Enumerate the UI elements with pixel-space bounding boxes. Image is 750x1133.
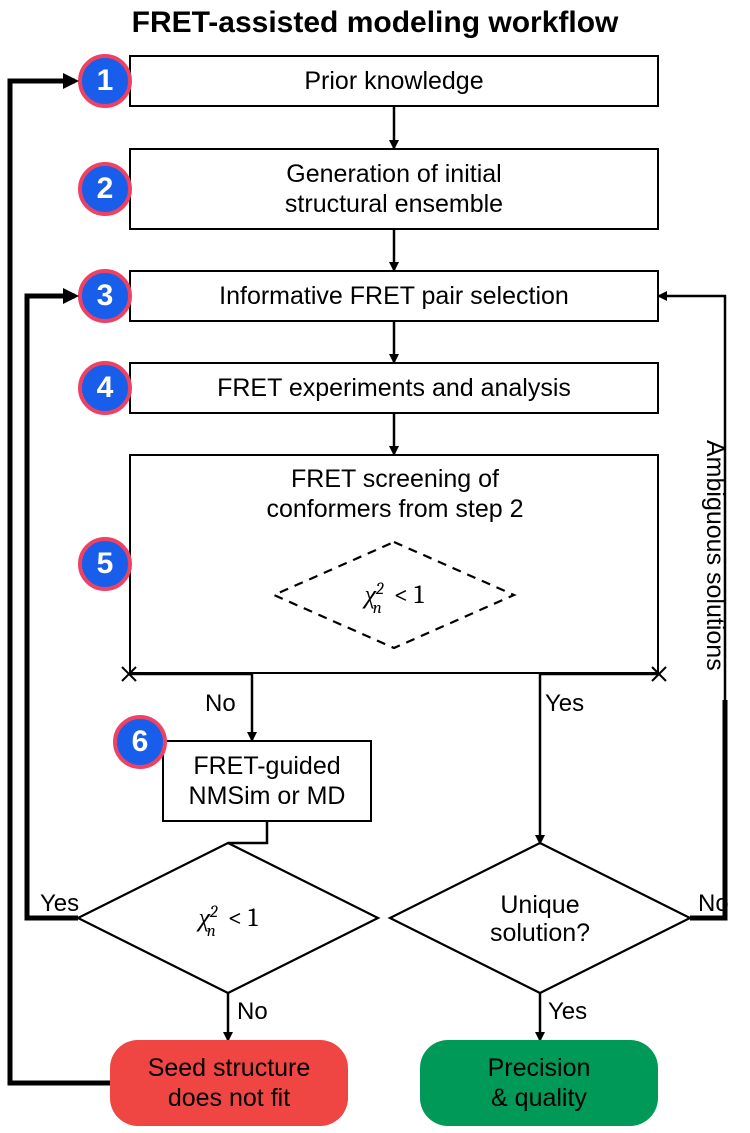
flow-box-label: Informative FRET pair selection bbox=[219, 281, 569, 311]
diagram-title: FRET-assisted modeling workflow bbox=[95, 6, 655, 40]
step-badge-label: 4 bbox=[97, 371, 114, 405]
edge-label-l_no_d7: No bbox=[698, 890, 729, 918]
step-badge-5: 5 bbox=[78, 537, 132, 591]
edge-label-l_yes_right: Yes bbox=[545, 690, 584, 718]
edge-label-l_no_left: No bbox=[205, 690, 236, 718]
flow-box-b2: Generation of initialstructural ensemble bbox=[129, 148, 659, 230]
decision-label: Unique bbox=[500, 891, 579, 919]
edge-label-l_ambig: Ambiguous solutions bbox=[700, 440, 729, 671]
flow-box-b5-label: FRET screening ofconformers from step 2 bbox=[170, 464, 620, 524]
step-badge-4: 4 bbox=[78, 361, 132, 415]
step-badge-label: 3 bbox=[97, 279, 114, 313]
decision-d7 bbox=[390, 843, 690, 993]
terminal-t_red: Seed structuredoes not fit bbox=[110, 1040, 348, 1126]
terminal-label: Precision& quality bbox=[488, 1053, 591, 1113]
terminal-t_green: Precision& quality bbox=[420, 1040, 658, 1126]
step-badge-3: 3 bbox=[78, 269, 132, 323]
arrow-d6_yes_to_3_thick bbox=[27, 296, 78, 918]
flow-box-label: Prior knowledge bbox=[304, 66, 483, 96]
step-badge-2: 2 bbox=[78, 162, 132, 216]
flow-box-label: Generation of initialstructural ensemble bbox=[285, 159, 503, 219]
flow-box-b4: FRET experiments and analysis bbox=[129, 362, 659, 414]
arrow-d7_no_to_3_thick bbox=[690, 700, 725, 918]
flow-box-label: FRET experiments and analysis bbox=[217, 373, 571, 403]
flow-box-b3: Informative FRET pair selection bbox=[129, 270, 659, 322]
step-badge-label: 1 bbox=[97, 64, 114, 98]
decision-d6 bbox=[78, 843, 378, 993]
flow-box-b6: FRET-guidedNMSim or MD bbox=[162, 740, 372, 822]
edge-label-l_yes_d6: Yes bbox=[40, 890, 79, 918]
step-badge-label: 5 bbox=[97, 547, 114, 581]
step-badge-1: 1 bbox=[78, 54, 132, 108]
flow-box-label: FRET-guidedNMSim or MD bbox=[189, 751, 346, 811]
svg-text:χ2n < 1: χ2n < 1 bbox=[195, 902, 258, 940]
decision-label: solution? bbox=[490, 919, 590, 947]
terminal-label: Seed structuredoes not fit bbox=[148, 1053, 311, 1113]
step-badge-6: 6 bbox=[113, 715, 167, 769]
flow-box-b1: Prior knowledge bbox=[129, 55, 659, 107]
arrow-a6_to_d6 bbox=[228, 822, 267, 843]
step-badge-label: 6 bbox=[132, 725, 149, 759]
step-badge-label: 2 bbox=[97, 172, 114, 206]
edge-label-l_yes_d7: Yes bbox=[548, 998, 587, 1026]
diagram-canvas: FRET-assisted modeling workflow Prior kno… bbox=[0, 0, 750, 1133]
edge-label-l_no_d6: No bbox=[237, 998, 268, 1026]
